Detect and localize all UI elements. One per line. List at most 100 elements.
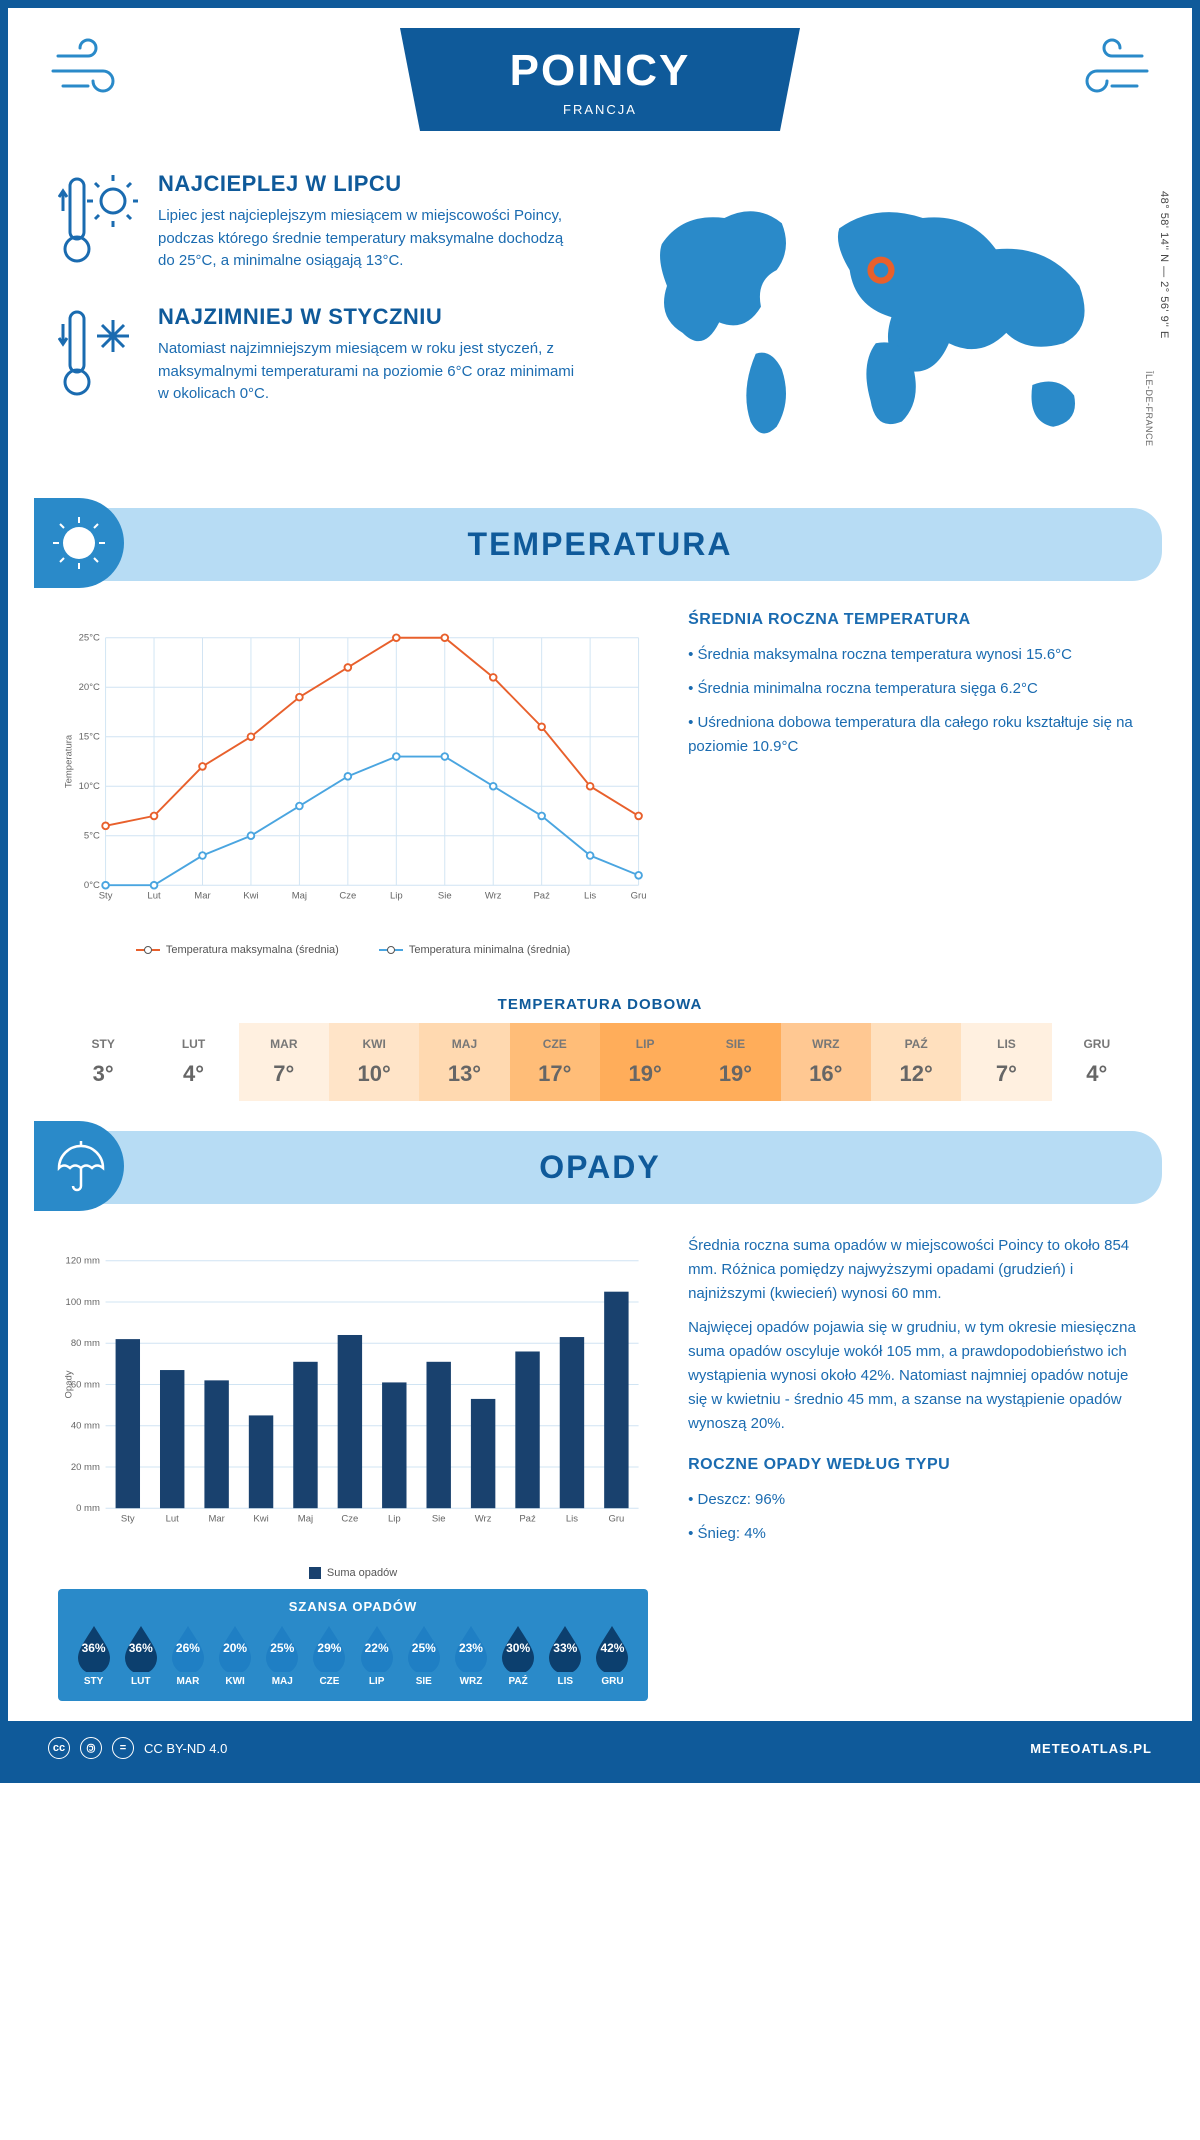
daily-temp-cell: MAR7° [239,1023,329,1101]
region-label: ÎLE-DE-FRANCE [1144,371,1154,447]
chance-item: 36%LUT [117,1624,164,1687]
bar-chart-legend: Suma opadów [58,1567,648,1579]
precip-paragraph: Najwięcej opadów pojawia się w grudniu, … [688,1316,1142,1436]
site-name: METEOATLAS.PL [1030,1741,1152,1756]
svg-text:10°C: 10°C [79,781,100,792]
infographic-frame: POINCY FRANCJA NAJCIEPLEJ W LIPCU Lipiec… [0,0,1200,1783]
svg-text:60 mm: 60 mm [71,1380,100,1391]
svg-text:40 mm: 40 mm [71,1421,100,1432]
summary-title: ŚREDNIA ROCZNA TEMPERATURA [688,611,1142,629]
chance-item: 22%LIP [353,1624,400,1687]
svg-text:Mar: Mar [194,891,210,902]
svg-text:Paź: Paź [519,1514,536,1525]
svg-text:Sie: Sie [432,1514,446,1525]
section-title: TEMPERATURA [38,526,1162,563]
daily-temp-cell: WRZ16° [781,1023,871,1101]
chance-item: 36%STY [70,1624,117,1687]
umbrella-icon [34,1121,124,1211]
daily-temp-cell: MAJ13° [419,1023,509,1101]
svg-text:100 mm: 100 mm [66,1297,100,1308]
coordinates: 48° 58' 14'' N — 2° 56' 9'' E [1158,191,1170,339]
temperature-line-chart: 0°C5°C10°C15°C20°C25°CStyLutMarKwiMajCze… [58,611,648,931]
daily-temp-grid: STY3°LUT4°MAR7°KWI10°MAJ13°CZE17°LIP19°S… [58,1023,1142,1101]
svg-text:0°C: 0°C [84,880,100,891]
svg-text:20 mm: 20 mm [71,1462,100,1473]
legend-item: Temperatura maksymalna (średnia) [136,944,339,956]
svg-text:15°C: 15°C [79,732,100,743]
fact-body: Natomiast najzimniejszym miesiącem w rok… [158,338,580,406]
svg-text:Kwi: Kwi [253,1514,268,1525]
precipitation-bar-chart: 0 mm20 mm40 mm60 mm80 mm100 mm120 mmOpad… [58,1234,648,1554]
chance-item: 30%PAŹ [495,1624,542,1687]
svg-text:Lut: Lut [147,891,161,902]
header: POINCY FRANCJA [8,8,1192,161]
svg-text:Maj: Maj [292,891,307,902]
daily-temp-cell: STY3° [58,1023,148,1101]
daily-temp-cell: LUT4° [148,1023,238,1101]
page-subtitle: FRANCJA [480,102,720,117]
summary-bullet: • Średnia minimalna roczna temperatura s… [688,677,1142,701]
wind-icon [48,36,148,109]
svg-text:Wrz: Wrz [475,1514,492,1525]
by-type-bullet: • Śnieg: 4% [688,1522,1142,1546]
by-type-bullet: • Deszcz: 96% [688,1488,1142,1512]
chance-item: 33%LIS [542,1624,589,1687]
section-title: OPADY [38,1149,1162,1186]
daily-temp-cell: LIP19° [600,1023,690,1101]
chance-item: 20%KWI [212,1624,259,1687]
svg-text:Lis: Lis [566,1514,578,1525]
chance-title: SZANSA OPADÓW [70,1599,636,1614]
license-label: CC BY-ND 4.0 [144,1741,227,1756]
svg-text:120 mm: 120 mm [66,1256,100,1267]
precipitation-summary: Średnia roczna suma opadów w miejscowośc… [688,1234,1142,1701]
daily-temp-cell: LIS7° [961,1023,1051,1101]
svg-text:Gru: Gru [608,1514,624,1525]
fact-warmest: NAJCIEPLEJ W LIPCU Lipiec jest najcieple… [58,171,580,276]
svg-text:Opady: Opady [63,1371,74,1399]
footer: cc 🄯 = CC BY-ND 4.0 METEOATLAS.PL [8,1721,1192,1775]
legend-item: Temperatura minimalna (średnia) [379,944,570,956]
chance-item: 25%MAJ [259,1624,306,1687]
daily-temp-cell: CZE17° [510,1023,600,1101]
chance-of-rain-panel: SZANSA OPADÓW 36%STY36%LUT26%MAR20%KWI25… [58,1589,648,1701]
title-banner: POINCY FRANCJA [400,28,800,131]
wind-icon [1052,36,1152,109]
nd-icon: = [112,1737,134,1759]
svg-text:20°C: 20°C [79,682,100,693]
fact-coldest: NAJZIMNIEJ W STYCZNIU Natomiast najzimni… [58,304,580,409]
chance-item: 25%SIE [400,1624,447,1687]
svg-text:Maj: Maj [298,1514,313,1525]
intro-row: NAJCIEPLEJ W LIPCU Lipiec jest najcieple… [8,161,1192,498]
chance-item: 26%MAR [164,1624,211,1687]
svg-text:Kwi: Kwi [243,891,258,902]
daily-temp-cell: KWI10° [329,1023,419,1101]
svg-text:Cze: Cze [339,891,356,902]
fact-title: NAJZIMNIEJ W STYCZNIU [158,304,580,330]
fact-body: Lipiec jest najcieplejszym miesiącem w m… [158,205,580,273]
chance-item: 42%GRU [589,1624,636,1687]
chance-item: 23%WRZ [447,1624,494,1687]
page-title: POINCY [480,46,720,96]
temperature-summary: ŚREDNIA ROCZNA TEMPERATURA • Średnia mak… [688,611,1142,956]
precip-paragraph: Średnia roczna suma opadów w miejscowośc… [688,1234,1142,1306]
daily-temp-title: TEMPERATURA DOBOWA [8,996,1192,1013]
svg-text:Sty: Sty [121,1514,135,1525]
thermometer-snow-icon [58,304,138,409]
summary-bullet: • Średnia maksymalna roczna temperatura … [688,643,1142,667]
svg-text:Sie: Sie [438,891,452,902]
fact-title: NAJCIEPLEJ W LIPCU [158,171,580,197]
section-header-temperature: TEMPERATURA [38,508,1162,581]
svg-text:Mar: Mar [208,1514,224,1525]
by-type-title: ROCZNE OPADY WEDŁUG TYPU [688,1456,1142,1474]
svg-text:Lis: Lis [584,891,596,902]
section-header-precipitation: OPADY [38,1131,1162,1204]
svg-text:Temperatura: Temperatura [63,734,74,788]
summary-bullet: • Uśredniona dobowa temperatura dla całe… [688,711,1142,759]
legend-label: Suma opadów [327,1567,397,1579]
by-icon: 🄯 [80,1737,102,1759]
svg-text:Wrz: Wrz [485,891,502,902]
svg-text:Lip: Lip [390,891,403,902]
svg-text:25°C: 25°C [79,633,100,644]
svg-text:Cze: Cze [341,1514,358,1525]
line-chart-legend: Temperatura maksymalna (średnia) Temperat… [58,944,648,956]
